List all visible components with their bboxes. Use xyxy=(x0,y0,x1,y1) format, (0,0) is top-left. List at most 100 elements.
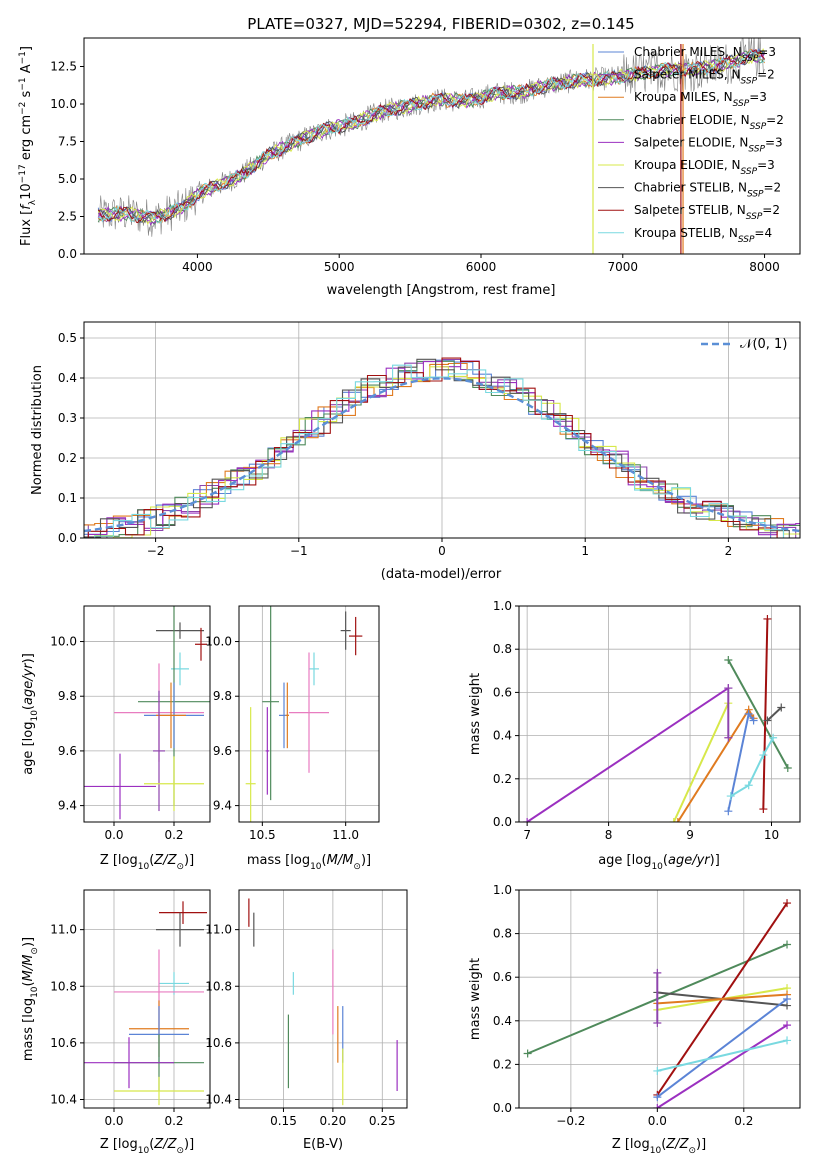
tick-label-y: 7.5 xyxy=(58,135,77,149)
weight-marker xyxy=(653,1093,662,1102)
weight-line xyxy=(526,687,729,822)
tick-label-x: 8000 xyxy=(749,260,780,274)
plot-area xyxy=(84,901,207,1106)
tick-label-y: 0.4 xyxy=(493,1014,512,1028)
weight-z-panel: −0.2 0.0 0.2 0.0 0.2 0.4 0.6 0.8 1.0 Z [log10(Z/Z… xyxy=(468,883,801,1156)
tick-label-y: 1.0 xyxy=(493,883,512,897)
tick-label-x: −0.2 xyxy=(556,1114,585,1128)
age-mass-panel: 10.5 11.0 9.4 9.6 9.8 10.0 mass [log10(M/M⊙)] xyxy=(205,605,380,872)
x-axis-label: Z [log10(Z/Z⊙)] xyxy=(612,1137,706,1156)
x-axis-label: mass [log10(M/M⊙)] xyxy=(247,853,371,872)
plot-area xyxy=(84,357,800,538)
y-axis-label: Flux [fλ10−17 erg cm−2 s−1 A−1] xyxy=(18,46,38,246)
legend-entry: Salpeter STELIB, NSSP=2 xyxy=(634,203,780,222)
tick-label-y: 0.5 xyxy=(58,331,77,345)
axes-frame xyxy=(83,37,801,255)
tick-label-x: 0.15 xyxy=(270,1114,297,1128)
weight-marker xyxy=(783,1021,792,1030)
weight-marker xyxy=(744,781,753,790)
weight-line xyxy=(656,998,788,1098)
tick-label-x: 8 xyxy=(605,828,613,842)
tick-label-y: 10.6 xyxy=(50,1036,77,1050)
tick-label-y: 2.5 xyxy=(58,210,77,224)
tick-label-y: 10.0 xyxy=(50,635,77,649)
histogram-step xyxy=(84,358,800,538)
weight-marker xyxy=(783,940,792,949)
axes-frame xyxy=(238,605,380,823)
legend-entry: Kroupa MILES, NSSP=3 xyxy=(634,90,767,109)
weight-line xyxy=(766,706,782,722)
x-axis-label: wavelength [Angstrom, rest frame] xyxy=(327,283,556,298)
model-spectrum xyxy=(98,49,765,224)
tick-label-x: 6000 xyxy=(466,260,497,274)
tick-label-x: 0.0 xyxy=(648,1114,667,1128)
weight-line xyxy=(657,1039,788,1072)
weight-marker xyxy=(763,716,772,725)
legend-entry: Chabrier MILES, NSSP=3 xyxy=(634,45,776,64)
weight-marker xyxy=(783,899,792,908)
tick-label-y: 0.2 xyxy=(58,451,77,465)
tick-label-y: 1.0 xyxy=(493,599,512,613)
weight-age-panel: 7 8 9 10 0.0 0.2 0.4 0.6 0.8 1.0 age [log10(age/yr… xyxy=(468,599,801,872)
weight-marker xyxy=(759,751,768,760)
plot-area xyxy=(84,606,210,820)
tick-label-y: 10.0 xyxy=(205,635,232,649)
y-axis-label: Normed distribution xyxy=(30,365,45,495)
weight-marker xyxy=(769,733,778,742)
tick-label-x: 0 xyxy=(438,544,446,558)
y-axis-label: mass weight xyxy=(468,958,483,1040)
weight-marker xyxy=(726,792,735,801)
tick-label-y: 0.0 xyxy=(58,531,77,545)
weight-marker xyxy=(523,818,532,822)
age-z-panel: 0.0 0.2 9.4 9.6 9.8 10.0 Z [log10(Z/Z⊙)] age [l… xyxy=(21,605,211,872)
weight-line xyxy=(727,659,789,769)
tick-label-y: 0.0 xyxy=(493,815,512,829)
x-axis-label: E(B-V) xyxy=(303,1137,343,1152)
histogram-step xyxy=(84,357,800,538)
weight-marker xyxy=(759,805,768,814)
tick-label-y: 10.4 xyxy=(50,1093,77,1107)
tick-label-x: 9 xyxy=(686,828,694,842)
mass-ebv-panel: 0.15 0.20 0.25 10.4 10.6 10.8 11.0 E(B-V) xyxy=(205,889,408,1152)
tick-label-x: 10.5 xyxy=(249,828,276,842)
legend-entry: Chabrier STELIB, NSSP=2 xyxy=(634,181,781,200)
tick-label-y: 9.4 xyxy=(58,799,77,813)
tick-label-y: 0.8 xyxy=(493,927,512,941)
tick-label-y: 0.0 xyxy=(493,1101,512,1115)
tick-label-y: 9.8 xyxy=(58,689,77,703)
plot-area xyxy=(97,38,766,254)
residual-panel: −2 −1 0 1 2 0.0 0.1 0.2 0.3 0.4 0.5 𝒩(0, 1) (data-mo… xyxy=(30,321,801,582)
tick-label-x: 2 xyxy=(725,544,733,558)
tick-label-y: 11.0 xyxy=(205,923,232,937)
axes-frame xyxy=(83,605,211,823)
tick-label-y: 0.8 xyxy=(493,642,512,656)
weight-marker xyxy=(653,1066,662,1075)
tick-label-x: −1 xyxy=(290,544,308,558)
x-axis-label: Z [log10(Z/Z⊙)] xyxy=(100,1137,194,1156)
weight-line xyxy=(672,702,730,822)
weight-line xyxy=(656,1024,788,1108)
axes-frame xyxy=(238,889,408,1109)
figure-title: PLATE=0327, MJD=52294, FIBERID=0302, z=0… xyxy=(247,15,634,33)
legend-entry: Kroupa ELODIE, NSSP=3 xyxy=(634,158,775,177)
tick-label-y: 10.8 xyxy=(50,979,77,993)
legend-entry: Chabrier ELODIE, NSSP=2 xyxy=(634,113,784,132)
tick-label-x: 11.0 xyxy=(332,828,359,842)
weight-marker xyxy=(653,1018,662,1027)
tick-label-x: 0.2 xyxy=(164,1114,183,1128)
weight-marker xyxy=(777,703,786,712)
axes-frame xyxy=(518,605,801,823)
tick-label-y: 10.0 xyxy=(50,97,77,111)
tick-label-y: 0.2 xyxy=(493,1057,512,1071)
plot-area xyxy=(523,614,792,822)
spectrum-panel: 4000 5000 6000 7000 8000 0.0 2.5 5.0 7.5 10.0 12.5… xyxy=(18,37,801,298)
weight-marker xyxy=(724,807,733,816)
legend-entry: Kroupa STELIB, NSSP=4 xyxy=(634,226,772,245)
legend: Chabrier MILES, NSSP=3 Salpeter MILES, NS… xyxy=(598,45,784,245)
x-axis-label: age [log10(age/yr)] xyxy=(598,853,720,872)
weight-marker xyxy=(653,968,662,977)
tick-label-y: 0.4 xyxy=(58,371,77,385)
tick-label-y: 0.1 xyxy=(58,491,77,505)
tick-label-x: 10 xyxy=(764,828,779,842)
